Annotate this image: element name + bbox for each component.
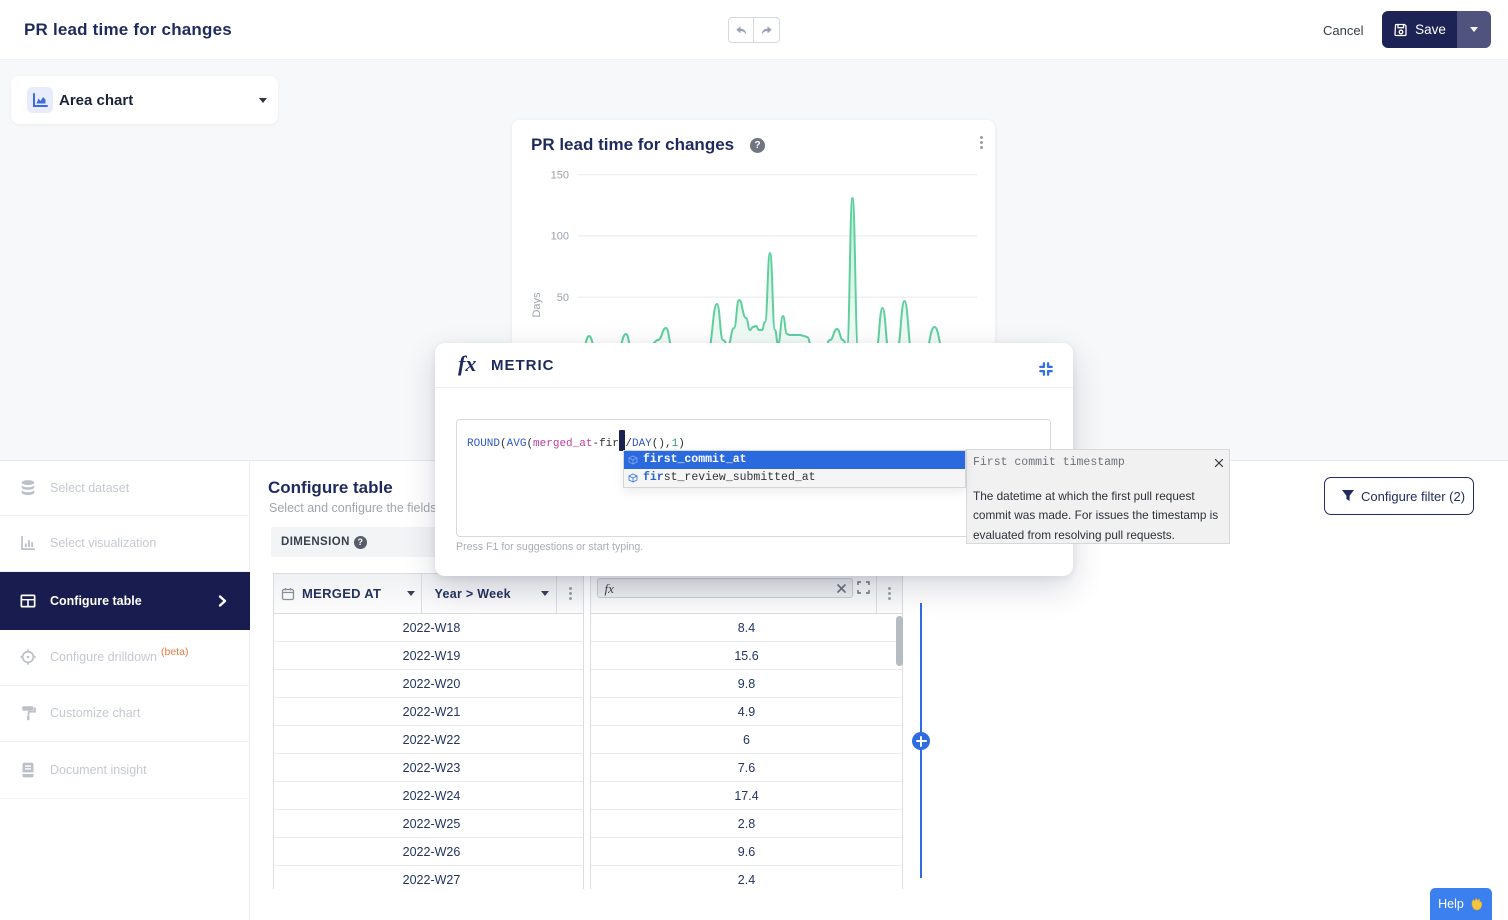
svg-text:Days: Days <box>531 292 543 318</box>
svg-text:50: 50 <box>557 292 569 304</box>
svg-text:150: 150 <box>551 170 569 182</box>
svg-text:100: 100 <box>551 231 569 243</box>
